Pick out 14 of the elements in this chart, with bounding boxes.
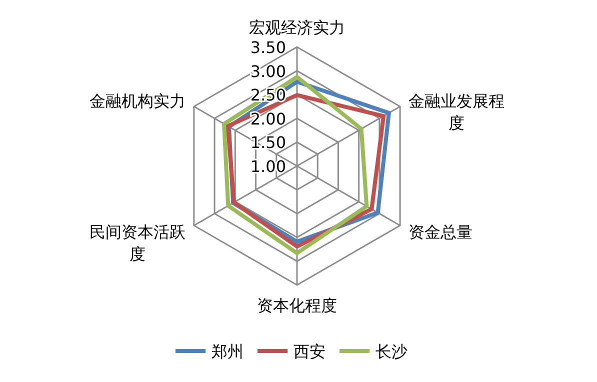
spoke-label: 金融业发展程度: [408, 92, 505, 132]
spoke-label: 资本化程度: [257, 296, 337, 315]
legend-label: 郑州: [212, 342, 244, 361]
spoke-label: 资金总量: [408, 222, 473, 242]
legend-label: 长沙: [376, 342, 408, 361]
spoke-label: 民间资本活跃度: [89, 222, 186, 264]
y-tick-label: 1.00: [250, 157, 286, 176]
spoke-label: 宏观经济实力: [249, 18, 345, 37]
y-tick-label: 3.00: [250, 62, 286, 81]
y-tick-label: 1.50: [250, 133, 286, 152]
y-tick-label: 3.50: [250, 38, 286, 57]
spoke-label: 金融机构实力: [89, 92, 186, 110]
legend-label: 西安: [294, 342, 326, 361]
y-tick-label: 2.00: [250, 109, 286, 128]
